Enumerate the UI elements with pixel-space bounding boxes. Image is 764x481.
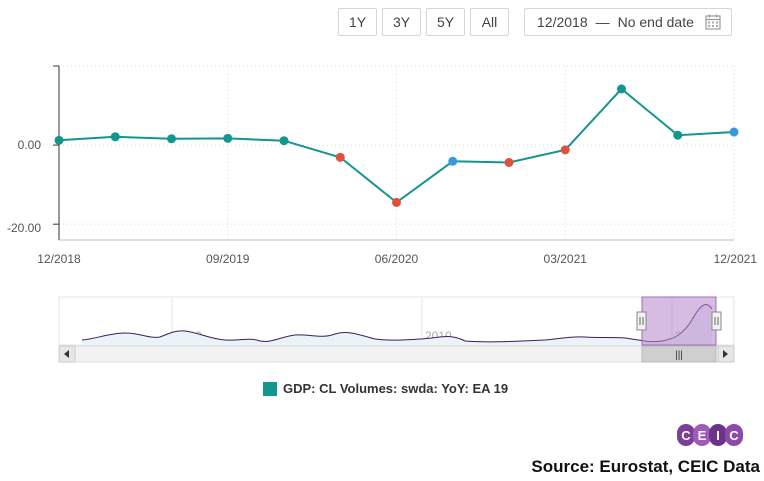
date-start: 12/2018 (537, 14, 588, 30)
legend-label: GDP: CL Volumes: swda: YoY: EA 19 (283, 381, 509, 396)
data-point (448, 156, 458, 166)
legend-swatch (263, 381, 277, 396)
x-tick-label: 06/2020 (375, 252, 419, 266)
date-end: No end date (617, 14, 694, 30)
logo-letter: I (709, 424, 727, 446)
series-line (58, 87, 735, 204)
x-tick-label: 09/2019 (206, 252, 250, 266)
y-tick-label: -20.00 (7, 221, 41, 235)
range-5y-button[interactable]: 5Y (426, 8, 465, 36)
data-point (223, 133, 233, 143)
scroll-left-arrow-icon (64, 350, 69, 358)
data-point (504, 157, 514, 167)
logo-letter: E (693, 424, 711, 446)
series-points (54, 84, 739, 207)
data-point (167, 134, 176, 144)
calendar-icon[interactable] (705, 14, 721, 33)
navigator[interactable]: 2000 2010 2020 ||| (0, 295, 764, 365)
axes (53, 65, 734, 241)
scroll-thumb (641, 345, 717, 363)
x-tick-label: 12/2018 (37, 252, 81, 266)
nav-selected-range (641, 296, 717, 346)
logo-letter: C (677, 424, 695, 446)
range-toolbar: 1Y 3Y 5Y All 12/2018 — No end date (0, 8, 764, 38)
nav-right-handle[interactable] (711, 311, 722, 331)
date-range-picker[interactable]: 12/2018 — No end date (524, 8, 732, 36)
x-tick-label: 12/2021 (714, 252, 758, 266)
scroll-grip-icon: ||| (675, 350, 683, 361)
nav-series-line (81, 304, 713, 343)
data-point (335, 152, 345, 162)
nav-left-handle[interactable] (636, 311, 647, 331)
tick-labels: 0.00 -20.00 12/2018 09/2019 06/2020 03/2021 12… (7, 138, 757, 266)
range-1y-button[interactable]: 1Y (338, 8, 377, 36)
line-chart: 0.00 -20.00 12/2018 09/2019 06/2020 03/2021 12… (7, 65, 757, 266)
data-point (617, 84, 626, 94)
data-point (110, 132, 120, 142)
series-line-path (58, 87, 735, 204)
nav-series-area (82, 304, 712, 345)
x-tick-label: 03/2021 (544, 252, 588, 266)
scroll-right-arrow-icon (723, 350, 728, 358)
source-note: Source: Eurostat, CEIC Data (531, 457, 760, 476)
data-point (673, 130, 683, 140)
data-point (54, 135, 64, 145)
ceic-logo: C E I C (677, 424, 751, 446)
data-point (392, 197, 401, 207)
data-point (560, 145, 570, 155)
legend[interactable]: GDP: CL Volumes: swda: YoY: EA 19 (263, 381, 508, 396)
range-3y-button[interactable]: 3Y (382, 8, 421, 36)
data-point (279, 136, 289, 146)
scrollbar[interactable]: ||| (58, 345, 735, 363)
logo-letter: C (725, 424, 743, 446)
range-all-button[interactable]: All (470, 8, 509, 36)
data-point (729, 127, 739, 137)
date-separator: — (595, 14, 610, 30)
y-tick-label: 0.00 (18, 138, 42, 152)
grid (58, 65, 735, 240)
